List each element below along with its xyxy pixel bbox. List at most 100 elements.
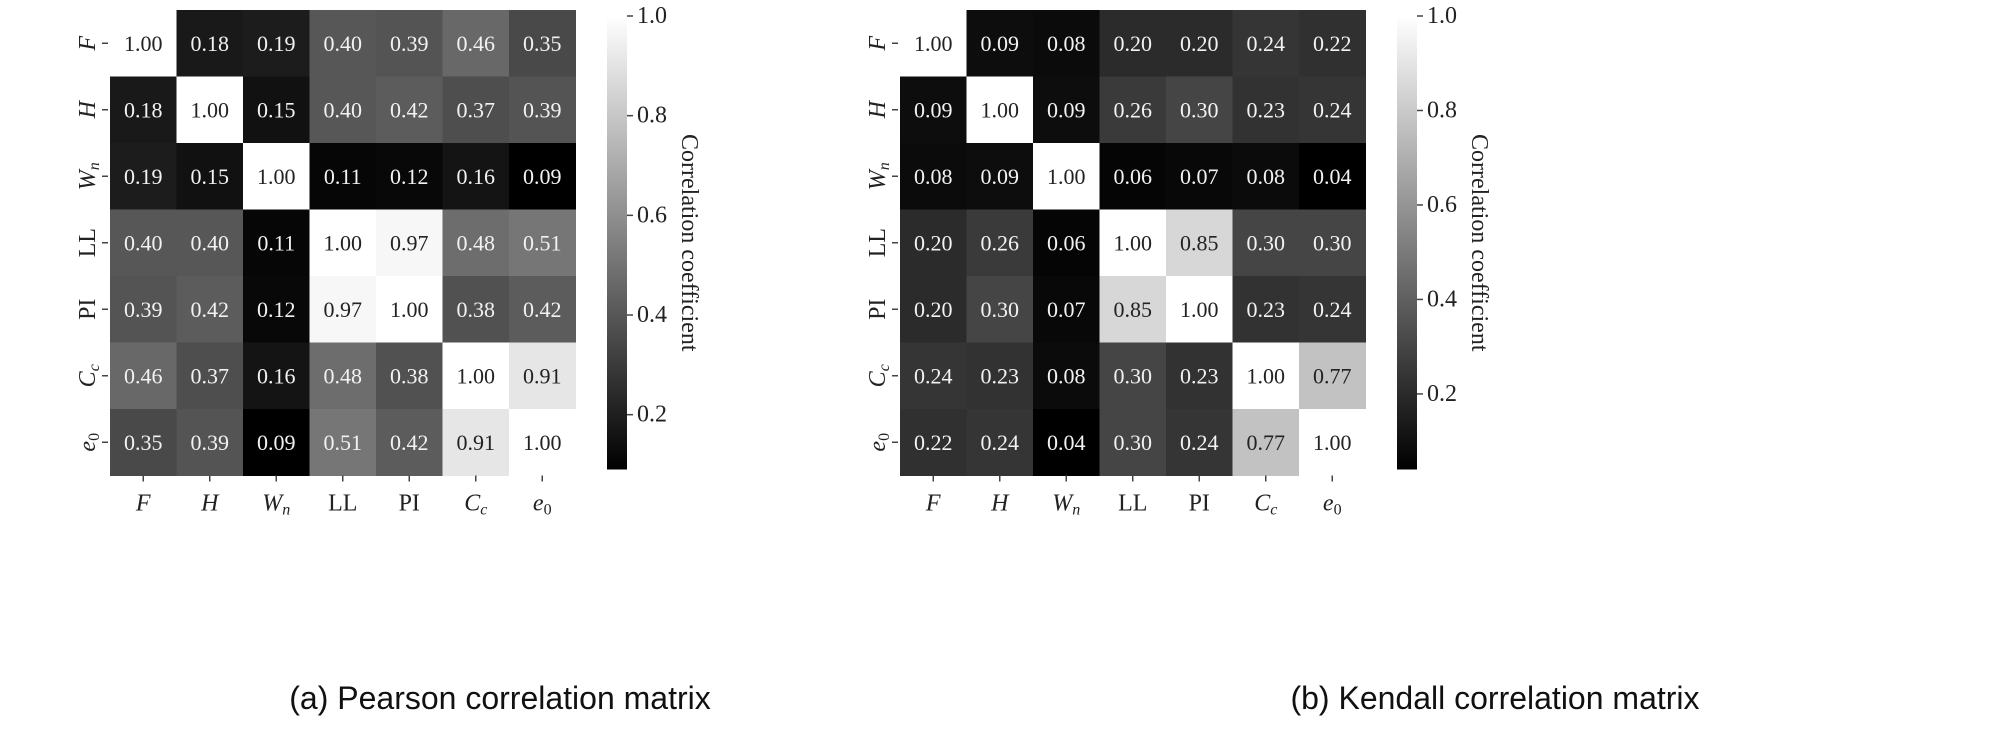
heatmap-cell bbox=[1299, 209, 1366, 277]
cell-value-label: 0.40 bbox=[191, 230, 230, 255]
cell-value-label: 0.12 bbox=[257, 297, 296, 322]
cell-value-label: 1.00 bbox=[1047, 164, 1086, 189]
cell-value-label: 0.46 bbox=[457, 31, 496, 56]
cell-value-label: 1.00 bbox=[257, 164, 296, 189]
heatmap-cell bbox=[110, 10, 177, 77]
cell-value-label: 0.35 bbox=[523, 31, 562, 56]
heatmap-cell bbox=[243, 209, 310, 277]
heatmap-cell bbox=[1299, 276, 1366, 343]
heatmap-cell bbox=[243, 10, 310, 77]
heatmap-cell bbox=[442, 409, 510, 476]
cell-value-label: 0.19 bbox=[124, 164, 163, 189]
cell-value-label: 0.85 bbox=[1180, 230, 1219, 255]
cell-value-label: 0.09 bbox=[523, 164, 562, 189]
heatmap-cell bbox=[176, 342, 244, 410]
cell-value-label: 0.15 bbox=[257, 97, 296, 122]
cell-value-label: 0.08 bbox=[1047, 31, 1086, 56]
heatmap-cell bbox=[110, 209, 177, 277]
heatmap-cell bbox=[243, 276, 310, 343]
heatmap-cell bbox=[376, 409, 443, 476]
cell-value-label: 0.97 bbox=[390, 230, 429, 255]
cell-value-label: 1.00 bbox=[1313, 430, 1352, 455]
cell-value-label: 0.16 bbox=[457, 164, 496, 189]
colorbar-tick-label: 0.8 bbox=[1427, 97, 1457, 123]
heatmap-cell bbox=[1166, 143, 1233, 210]
heatmap-cell bbox=[1166, 342, 1233, 410]
cell-value-label: 0.39 bbox=[124, 297, 163, 322]
cell-value-label: 0.07 bbox=[1180, 164, 1219, 189]
x-tick-label: Cc bbox=[1254, 491, 1277, 519]
cell-value-label: 0.51 bbox=[324, 430, 363, 455]
x-tick-label: F bbox=[135, 491, 151, 517]
heatmap-cell bbox=[509, 209, 576, 277]
colorbar-tick-label: 1.0 bbox=[637, 3, 667, 29]
heatmap-cell bbox=[309, 409, 377, 476]
heatmap-cell bbox=[900, 276, 967, 343]
heatmap-cell bbox=[176, 10, 244, 77]
y-tick-label: Cc bbox=[865, 364, 893, 387]
cell-value-label: 1.00 bbox=[191, 97, 230, 122]
cell-value-label: 0.20 bbox=[914, 230, 953, 255]
heatmap-cell bbox=[1033, 409, 1100, 476]
heatmap-cell bbox=[900, 409, 967, 476]
heatmap-cell bbox=[1099, 276, 1167, 343]
heatmap-cell bbox=[1099, 76, 1167, 144]
cell-value-label: 0.97 bbox=[324, 297, 363, 322]
cell-value-label: 0.08 bbox=[914, 164, 953, 189]
cell-value-label: 0.39 bbox=[390, 31, 429, 56]
colorbar-tick-label: 0.6 bbox=[1427, 192, 1457, 218]
heatmap-cell bbox=[509, 143, 576, 210]
heatmap-cell bbox=[176, 143, 244, 210]
cell-value-label: 0.23 bbox=[1180, 363, 1219, 388]
cell-value-label: 0.22 bbox=[914, 430, 953, 455]
heatmap-panel-1: 1.00 0.18 0.19 0.40 0.39 0.46 0.35 0.18 1.00 0.15… bbox=[75, 3, 711, 716]
heatmap-cell bbox=[1033, 10, 1100, 77]
cell-value-label: 0.23 bbox=[981, 363, 1020, 388]
cell-value-label: 0.23 bbox=[1247, 97, 1286, 122]
heatmap-cell bbox=[376, 209, 443, 277]
cell-value-label: 0.04 bbox=[1047, 430, 1086, 455]
cell-value-label: 0.11 bbox=[324, 164, 362, 189]
y-tick-label: e0 bbox=[865, 433, 893, 452]
heatmap-cell bbox=[900, 76, 967, 144]
cell-value-label: 0.09 bbox=[981, 164, 1020, 189]
colorbar bbox=[607, 16, 627, 470]
heatmap-cell bbox=[376, 342, 443, 410]
cell-value-label: 1.00 bbox=[390, 297, 429, 322]
heatmap-cell bbox=[1099, 143, 1167, 210]
cell-value-label: 0.04 bbox=[1313, 164, 1352, 189]
cell-value-label: 0.18 bbox=[124, 97, 163, 122]
heatmap-cell bbox=[1166, 209, 1233, 277]
heatmap-cell bbox=[110, 409, 177, 476]
cell-value-label: 0.22 bbox=[1313, 31, 1352, 56]
y-tick-label: PI bbox=[75, 299, 101, 320]
heatmap-cell bbox=[1299, 10, 1366, 77]
colorbar-tick-label: 0.2 bbox=[1427, 381, 1457, 407]
heatmap-cell bbox=[442, 209, 510, 277]
heatmap-cell bbox=[1033, 143, 1100, 210]
cell-value-label: 0.48 bbox=[324, 363, 363, 388]
y-tick-label: LL bbox=[75, 228, 101, 257]
heatmap-cell bbox=[966, 76, 1034, 144]
x-tick-label: F bbox=[925, 491, 941, 517]
heatmap-cell bbox=[376, 76, 443, 144]
heatmap-cell bbox=[1166, 276, 1233, 343]
y-tick-label: H bbox=[865, 99, 891, 119]
cell-value-label: 0.11 bbox=[257, 230, 295, 255]
heatmap-cell bbox=[176, 409, 244, 476]
figure-caption: (a) Pearson correlation matrix bbox=[289, 680, 710, 716]
cell-value-label: 0.24 bbox=[1313, 97, 1352, 122]
heatmap-cell bbox=[176, 76, 244, 144]
x-tick-label: H bbox=[990, 491, 1010, 517]
heatmap-cell bbox=[1166, 10, 1233, 77]
cell-value-label: 0.07 bbox=[1047, 297, 1086, 322]
heatmap-cell bbox=[1099, 10, 1167, 77]
heatmap-cell bbox=[110, 342, 177, 410]
heatmap-cell bbox=[376, 143, 443, 210]
cell-value-label: 0.38 bbox=[390, 363, 429, 388]
heatmap-cell bbox=[110, 76, 177, 144]
heatmap-cell bbox=[442, 10, 510, 77]
cell-value-label: 0.77 bbox=[1313, 363, 1352, 388]
y-tick-label: Wn bbox=[75, 162, 103, 190]
